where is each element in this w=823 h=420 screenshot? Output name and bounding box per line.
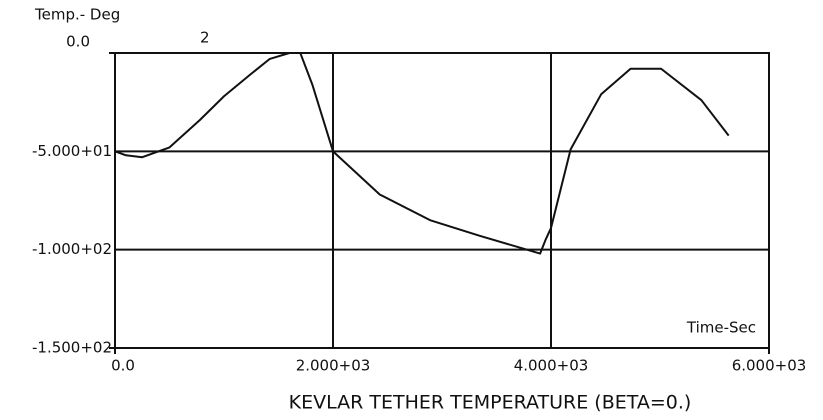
y-tick-label: 0.0 [66,33,90,51]
x-axis-label: Time-Sec [686,319,756,337]
line-series [114,52,730,255]
x-tick-label: 4.000+03 [514,357,589,375]
x-tick-label: 6.000+03 [732,357,807,375]
curve-label: 2 [200,29,210,47]
y-tick-label: -5.000+01 [32,142,112,160]
x-tick-label: 0.0 [111,357,135,375]
y-tick-label: -1.500+02 [32,339,112,357]
plot-frame [114,52,770,349]
y-axis-label: Temp.- Deg [34,6,120,24]
y-tick-label: -1.000+02 [32,240,112,258]
x-tick-label: 2.000+03 [296,357,371,375]
chart-title: KEVLAR TETHER TEMPERATURE (BETA=0.) [289,392,692,414]
